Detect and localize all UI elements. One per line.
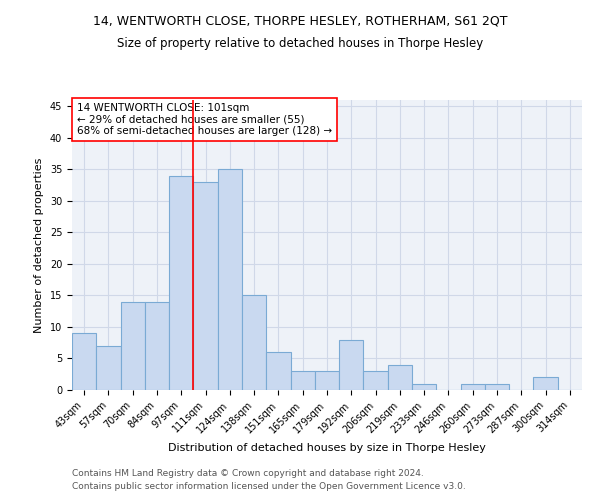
Text: Contains HM Land Registry data © Crown copyright and database right 2024.: Contains HM Land Registry data © Crown c… <box>72 468 424 477</box>
Bar <box>388 365 412 390</box>
Bar <box>72 334 96 390</box>
Bar <box>315 371 339 390</box>
Bar <box>364 371 388 390</box>
Bar <box>266 352 290 390</box>
Bar <box>145 302 169 390</box>
Bar <box>485 384 509 390</box>
Bar <box>461 384 485 390</box>
Bar <box>218 170 242 390</box>
Bar <box>290 371 315 390</box>
Bar <box>193 182 218 390</box>
Bar <box>96 346 121 390</box>
Text: 14 WENTWORTH CLOSE: 101sqm
← 29% of detached houses are smaller (55)
68% of semi: 14 WENTWORTH CLOSE: 101sqm ← 29% of deta… <box>77 103 332 136</box>
Text: 14, WENTWORTH CLOSE, THORPE HESLEY, ROTHERHAM, S61 2QT: 14, WENTWORTH CLOSE, THORPE HESLEY, ROTH… <box>93 15 507 28</box>
Bar <box>242 296 266 390</box>
Bar <box>339 340 364 390</box>
Text: Contains public sector information licensed under the Open Government Licence v3: Contains public sector information licen… <box>72 482 466 491</box>
Bar <box>412 384 436 390</box>
Y-axis label: Number of detached properties: Number of detached properties <box>34 158 44 332</box>
Bar <box>533 378 558 390</box>
Bar <box>121 302 145 390</box>
X-axis label: Distribution of detached houses by size in Thorpe Hesley: Distribution of detached houses by size … <box>168 443 486 453</box>
Bar <box>169 176 193 390</box>
Text: Size of property relative to detached houses in Thorpe Hesley: Size of property relative to detached ho… <box>117 38 483 51</box>
